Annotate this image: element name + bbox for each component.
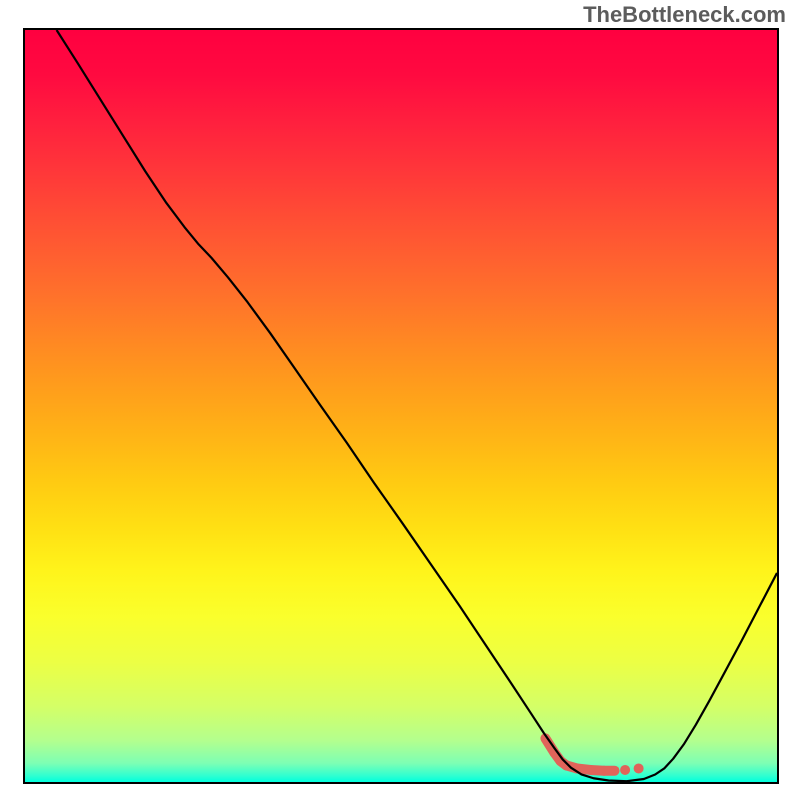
root-container: TheBottleneck.com <box>0 0 800 800</box>
watermark-text: TheBottleneck.com <box>583 2 786 28</box>
chart-frame <box>23 28 779 784</box>
chart-svg <box>25 30 777 782</box>
chart-background <box>25 30 777 782</box>
